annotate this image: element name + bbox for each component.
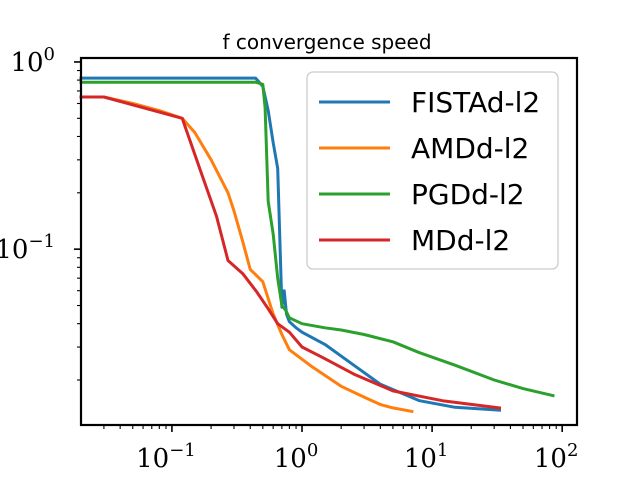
chart-title: f convergence speed <box>222 30 431 54</box>
ticks-layer: 10−1 100 101 102 100 10−1 <box>0 44 578 474</box>
y-tick-label: 10−1 <box>0 231 55 265</box>
x-tick-label: 101 <box>404 440 449 474</box>
legend: FISTAd-l2 AMDd-l2 PGDd-l2 MDd-l2 <box>306 71 559 270</box>
series-layer <box>79 76 555 414</box>
x-tick-label: 102 <box>534 440 579 474</box>
series-line-2 <box>79 80 555 398</box>
legend-label-1: AMDd-l2 <box>411 132 529 165</box>
legend-label-0: FISTAd-l2 <box>411 86 540 119</box>
y-tick-label: 100 <box>10 44 55 78</box>
plot-frame <box>79 56 579 427</box>
legend-box <box>306 71 559 270</box>
series-line-3 <box>79 95 502 410</box>
legend-label-3: MDd-l2 <box>411 224 510 257</box>
x-tick-label: 100 <box>274 440 319 474</box>
x-tick-label: 10−1 <box>136 440 196 474</box>
legend-label-2: PGDd-l2 <box>411 178 525 211</box>
